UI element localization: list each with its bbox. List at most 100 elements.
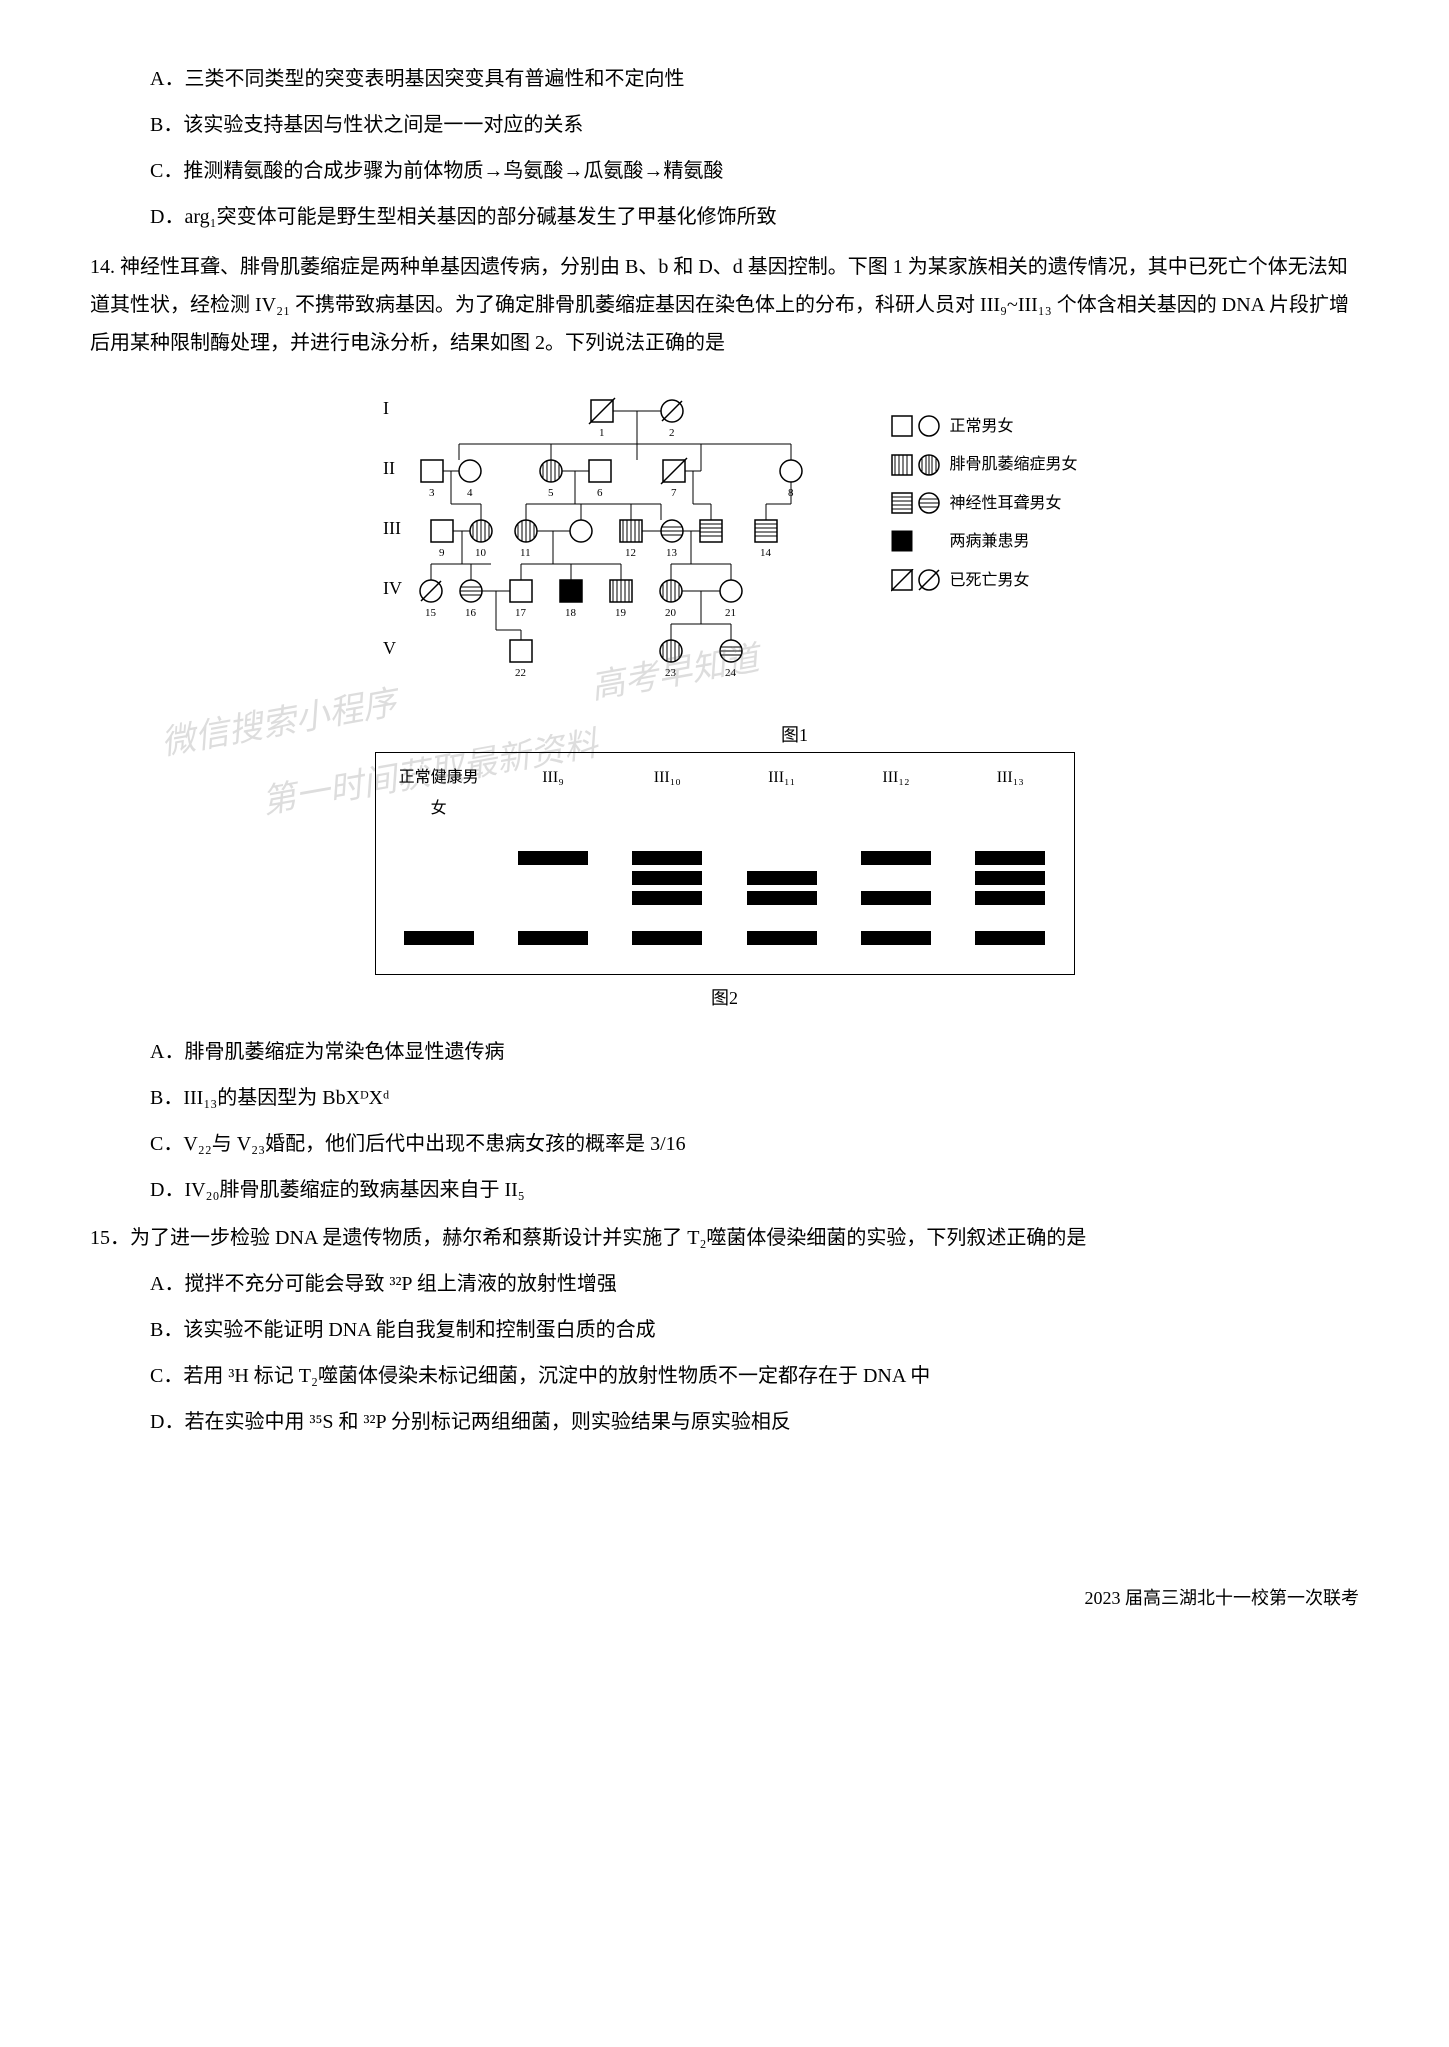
v-22: 22 — [510, 640, 532, 679]
svg-text:24: 24 — [725, 667, 737, 679]
legend-both: 两病兼患男 — [891, 527, 1077, 557]
iii-11b — [570, 520, 592, 542]
q14-option-c: C．V₂₂与 V₂₃婚配，他们后代中出现不患病女孩的概率是 3/16 — [90, 1125, 1359, 1163]
legend-normal: 正常男女 — [891, 412, 1077, 442]
svg-text:15: 15 — [425, 607, 437, 619]
q14-option-a: A．腓骨肌萎缩症为常染色体显性遗传病 — [90, 1033, 1359, 1071]
ii-6: 6 — [589, 460, 611, 499]
q15-option-a: A．搅拌不充分可能会导致 ³²P 组上清液的放射性增强 — [90, 1265, 1359, 1303]
svg-text:1: 1 — [599, 427, 605, 439]
svg-text:19: 19 — [615, 607, 627, 619]
iii-12: 12 — [620, 520, 642, 559]
gel-label-1: III₉ — [508, 763, 598, 824]
gel-band — [861, 891, 931, 905]
legend-pmd: 腓骨肌萎缩症男女 — [891, 450, 1077, 480]
svg-text:2: 2 — [669, 427, 675, 439]
svg-text:4: 4 — [467, 487, 473, 499]
gel-band — [747, 871, 817, 885]
gel-band — [975, 891, 1045, 905]
gel-lane-0 — [394, 832, 484, 962]
legend-dead: 已死亡男女 — [891, 566, 1077, 596]
q14-option-d: D．IV₂₀腓骨肌萎缩症的致病基因来自于 II₅ — [90, 1171, 1359, 1209]
svg-text:13: 13 — [666, 547, 678, 559]
fig1-caption: 图1 — [230, 718, 1359, 752]
gen-5-label: V — [383, 638, 396, 658]
iii-11: 11 — [515, 520, 537, 559]
gel-band — [518, 851, 588, 865]
pedigree-chart: I II III IV V 1 2 — [371, 382, 871, 702]
gel-lane-5 — [965, 832, 1055, 962]
gel-band — [861, 931, 931, 945]
svg-text:14: 14 — [760, 547, 772, 559]
iv-16: 16 — [460, 580, 482, 619]
q15-option-b: B．该实验不能证明 DNA 能自我复制和控制蛋白质的合成 — [90, 1311, 1359, 1349]
legend-deaf: 神经性耳聋男女 — [891, 489, 1077, 519]
gel-band — [747, 891, 817, 905]
gel-band — [975, 871, 1045, 885]
gel-band — [632, 851, 702, 865]
svg-text:10: 10 — [475, 547, 487, 559]
gel-lane-4 — [851, 832, 941, 962]
gel-band — [747, 931, 817, 945]
iv-21: 21 — [720, 580, 742, 619]
gel-lane-3 — [737, 832, 827, 962]
svg-text:16: 16 — [465, 607, 477, 619]
svg-text:22: 22 — [515, 667, 526, 679]
iii-14: 14 — [755, 520, 777, 559]
i-1: 1 — [589, 398, 615, 439]
q15-stem: 15．为了进一步检验 DNA 是遗传物质，赫尔希和蔡斯设计并实施了 T₂噬菌体侵… — [90, 1219, 1359, 1257]
q14-stem: 14. 神经性耳聋、腓骨肌萎缩症是两种单基因遗传病，分别由 B、b 和 D、d … — [90, 248, 1359, 362]
svg-text:6: 6 — [597, 487, 603, 499]
svg-text:3: 3 — [429, 487, 435, 499]
gel-label-2: III₁₀ — [622, 763, 712, 824]
figure2-container: 正常健康男女 III₉ III₁₀ III₁₁ III₁₂ III₁₃ 图2 — [375, 752, 1075, 1015]
svg-text:9: 9 — [439, 547, 445, 559]
ii-5: 5 — [540, 460, 562, 499]
svg-text:21: 21 — [725, 607, 736, 619]
gel-lanes — [382, 832, 1068, 962]
iv-20: 20 — [660, 580, 682, 619]
gel-band — [632, 931, 702, 945]
i-2: 2 — [661, 400, 683, 439]
gel-labels-row: 正常健康男女 III₉ III₁₀ III₁₁ III₁₂ III₁₃ — [382, 763, 1068, 824]
q13-option-b: B．该实验支持基因与性状之间是一一对应的关系 — [90, 106, 1359, 144]
ii-7: 7 — [661, 458, 687, 499]
ii-3: 3 — [421, 460, 443, 499]
gen-1-label: I — [383, 398, 389, 418]
gel-label-4: III₁₂ — [851, 763, 941, 824]
v-23: 23 — [660, 640, 682, 679]
q13-option-c: C．推测精氨酸的合成步骤为前体物质→鸟氨酸→瓜氨酸→精氨酸 — [90, 152, 1359, 190]
q14-option-b: B．III₁₃的基因型为 BbXᴰXᵈ — [90, 1079, 1359, 1117]
figure1-container: I II III IV V 1 2 — [90, 382, 1359, 702]
ii-4: 4 — [459, 460, 481, 499]
q15-option-d: D．若在实验中用 ³⁵S 和 ³²P 分别标记两组细菌，则实验结果与原实验相反 — [90, 1403, 1359, 1441]
gel-lane-2 — [622, 832, 712, 962]
fig2-caption: 图2 — [375, 981, 1075, 1015]
pedigree-legend: 正常男女 腓骨肌萎缩症男女 神经性耳聋男女 — [891, 412, 1077, 604]
gen-2-label: II — [383, 458, 395, 478]
svg-text:11: 11 — [520, 547, 531, 559]
iii-13: 13 — [661, 520, 683, 559]
svg-text:7: 7 — [671, 487, 677, 499]
v-24: 24 — [720, 640, 742, 679]
svg-text:17: 17 — [515, 607, 527, 619]
svg-text:12: 12 — [625, 547, 636, 559]
gel-lane-1 — [508, 832, 598, 962]
svg-text:18: 18 — [565, 607, 577, 619]
gel-band — [975, 851, 1045, 865]
iv-17: 17 — [510, 580, 532, 619]
iv-18: 18 — [560, 580, 582, 619]
gen-3-label: III — [383, 518, 401, 538]
gel-label-0: 正常健康男女 — [394, 763, 484, 824]
iv-15: 15 — [420, 580, 442, 619]
gel-label-5: III₁₃ — [965, 763, 1055, 824]
gel-band — [632, 891, 702, 905]
iii-10: 10 — [470, 520, 492, 559]
q13-option-a: A．三类不同类型的突变表明基因突变具有普遍性和不定向性 — [90, 60, 1359, 98]
iv-19: 19 — [610, 580, 632, 619]
gel-band — [975, 931, 1045, 945]
gel-band — [861, 851, 931, 865]
page-footer: 2023 届高三湖北十一校第一次联考 — [90, 1581, 1359, 1615]
iii-13b — [700, 520, 722, 542]
svg-text:20: 20 — [665, 607, 677, 619]
